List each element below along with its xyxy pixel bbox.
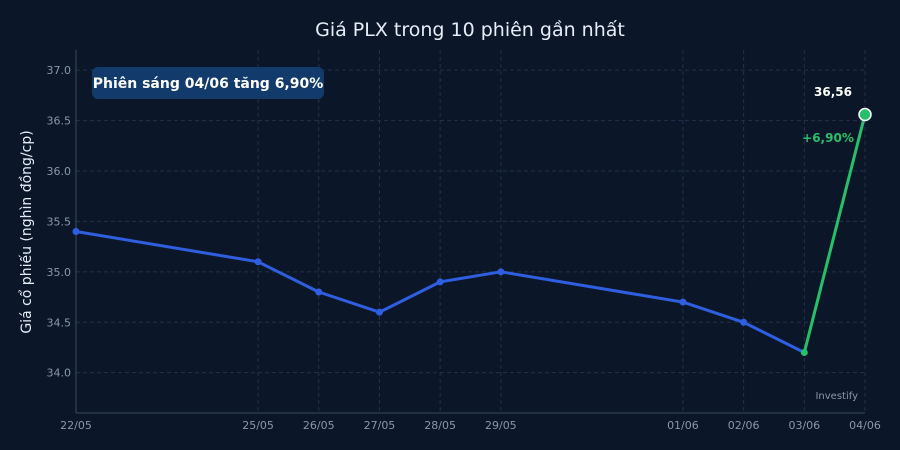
x-tick-labels: 22/05 25/05 26/05 27/05 28/05 29/05 01/06 02/06…: [60, 419, 881, 432]
data-point: [375, 308, 383, 316]
badge-text: Phiên sáng 04/06 tăng 6,90%: [93, 76, 324, 92]
y-tick-labels: 34.0 34.5 35.0 35.5 36.0 36.5 37.0: [47, 64, 72, 380]
y-tick-label: 37.0: [47, 64, 72, 77]
x-tick-label: 26/05: [303, 419, 335, 432]
x-tick-label: 03/06: [788, 419, 820, 432]
change-label: +6,90%: [802, 131, 854, 145]
x-tick-label: 22/05: [60, 419, 92, 432]
x-tick-label: 29/05: [485, 419, 517, 432]
data-point: [315, 288, 323, 296]
grid: [75, 50, 866, 413]
x-tick-label: 02/06: [728, 419, 760, 432]
data-point: [254, 258, 262, 266]
x-tick-label: 04/06: [849, 419, 881, 432]
highlight-badge: Phiên sáng 04/06 tăng 6,90%: [92, 67, 324, 99]
data-points: [72, 107, 872, 356]
y-tick-label: 36.0: [47, 165, 72, 178]
y-tick-label: 34.5: [47, 316, 72, 329]
series-price: [74, 113, 867, 354]
y-tick-label: 35.0: [47, 266, 72, 279]
data-point: [497, 268, 505, 276]
x-tick-label: 01/06: [667, 419, 699, 432]
x-tick-label: 28/05: [424, 419, 456, 432]
data-point: [800, 349, 808, 356]
chart-title: Giá PLX trong 10 phiên gần nhất: [315, 19, 625, 41]
last-session-line: [802, 113, 867, 354]
badge-background: [92, 67, 324, 99]
y-tick-label: 36.5: [47, 115, 72, 128]
y-tick-label: 35.5: [47, 215, 72, 228]
data-point: [436, 278, 444, 286]
x-tick-label: 27/05: [364, 419, 396, 432]
source-label: Investify: [815, 391, 858, 402]
last-value-label: 36,56: [814, 85, 852, 99]
last-data-point: [858, 107, 872, 122]
y-axis-label: Giá cổ phiếu (nghìn đồng/cp): [18, 130, 35, 333]
x-tick-label: 25/05: [242, 419, 274, 432]
data-point: [72, 228, 80, 235]
data-point: [740, 318, 748, 326]
y-tick-label: 34.0: [47, 367, 72, 380]
data-point: [679, 298, 687, 306]
